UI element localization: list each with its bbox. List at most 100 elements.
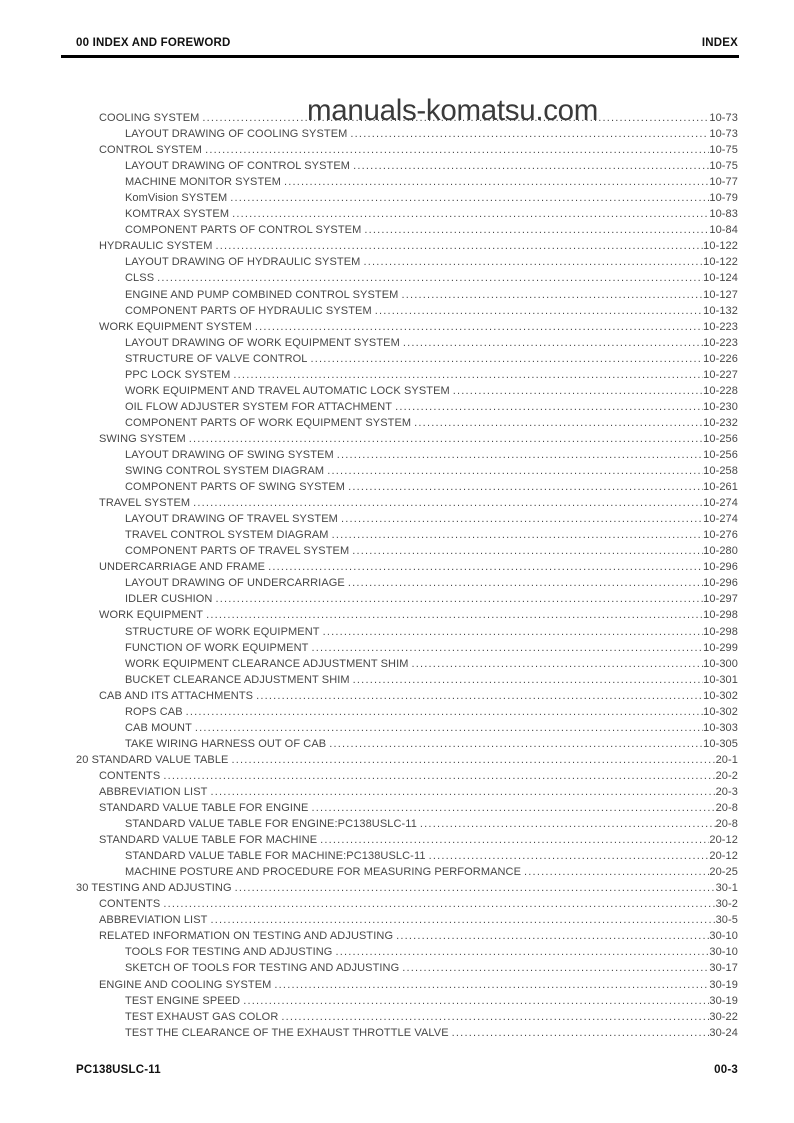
toc-entry-label: LAYOUT DRAWING OF CONTROL SYSTEM	[125, 160, 351, 173]
toc-entry: ENGINE AND PUMP COMBINED CONTROL SYSTEM.…	[76, 287, 738, 303]
toc-entry-page: 30-24	[709, 1026, 738, 1039]
toc-entry: KomVision SYSTEM........................…	[76, 190, 738, 206]
toc-entry: LAYOUT DRAWING OF COOLING SYSTEM........…	[76, 126, 738, 142]
toc-entry-label: ENGINE AND COOLING SYSTEM	[99, 978, 272, 991]
toc-entry-label: LAYOUT DRAWING OF COOLING SYSTEM	[125, 128, 348, 141]
toc-leader-dots: ........................................…	[188, 432, 704, 445]
toc-entry-label: SWING CONTROL SYSTEM DIAGRAM	[125, 465, 325, 478]
toc-entry-label: TRAVEL CONTROL SYSTEM DIAGRAM	[125, 529, 329, 542]
toc-entry-page: 10-301	[703, 673, 738, 686]
header-section-title: INDEX	[701, 37, 738, 49]
toc-entry-page: 10-280	[703, 545, 738, 558]
toc-entry-label: CONTENTS	[99, 769, 161, 782]
toc-entry-page: 10-226	[703, 352, 738, 365]
toc-entry: ABBREVIATION LIST.......................…	[76, 912, 738, 928]
toc-leader-dots: ........................................…	[233, 368, 703, 381]
toc-entry: RELATED INFORMATION ON TESTING AND ADJUS…	[76, 928, 738, 944]
toc-leader-dots: ........................................…	[364, 224, 710, 237]
toc-entry-page: 10-132	[703, 304, 738, 317]
toc-entry-label: ENGINE AND PUMP COMBINED CONTROL SYSTEM	[125, 288, 399, 301]
toc-entry: WORK EQUIPMENT AND TRAVEL AUTOMATIC LOCK…	[76, 383, 738, 399]
toc-entry-label: MACHINE MONITOR SYSTEM	[125, 176, 282, 189]
toc-entry-page: 10-223	[703, 336, 738, 349]
footer-page-number: 00-3	[714, 1064, 738, 1076]
toc-entry: LAYOUT DRAWING OF SWING SYSTEM..........…	[76, 447, 738, 463]
toc-entry-page: 10-77	[709, 176, 738, 189]
toc-entry: COMPONENT PARTS OF TRAVEL SYSTEM........…	[76, 543, 738, 559]
toc-entry: CLSS....................................…	[76, 270, 738, 286]
toc-leader-dots: ........................................…	[234, 882, 716, 895]
toc-entry-label: 30 TESTING AND ADJUSTING	[76, 882, 232, 895]
toc-entry-page: 20-1	[715, 753, 738, 766]
toc-entry-label: MACHINE POSTURE AND PROCEDURE FOR MEASUR…	[125, 866, 522, 879]
toc-entry-page: 30-2	[715, 898, 738, 911]
toc-entry: STRUCTURE OF WORK EQUIPMENT.............…	[76, 624, 738, 640]
toc-entry-label: WORK EQUIPMENT CLEARANCE ADJUSTMENT SHIM	[125, 657, 409, 670]
toc-leader-dots: ........................................…	[310, 352, 704, 365]
toc-leader-dots: ........................................…	[414, 416, 704, 429]
toc-leader-dots: ........................................…	[350, 128, 709, 141]
toc-entry-page: 10-302	[703, 689, 738, 702]
toc-entry-label: ABBREVIATION LIST	[99, 914, 208, 927]
toc-entry-label: TEST ENGINE SPEED	[125, 994, 241, 1007]
toc-entry-page: 10-303	[703, 721, 738, 734]
toc-entry-label: CONTROL SYSTEM	[99, 144, 203, 157]
toc-leader-dots: ........................................…	[284, 176, 710, 189]
toc-leader-dots: ........................................…	[347, 577, 703, 590]
toc-leader-dots: ........................................…	[157, 272, 703, 285]
toc-entry-page: 10-127	[703, 288, 738, 301]
toc-entry-page: 10-75	[709, 144, 738, 157]
toc-entry-page: 10-227	[703, 368, 738, 381]
toc-leader-dots: ........................................…	[352, 673, 703, 686]
toc-entry-page: 10-256	[703, 448, 738, 461]
toc-entry-label: TOOLS FOR TESTING AND ADJUSTING	[125, 946, 333, 959]
toc-entry-page: 10-276	[703, 529, 738, 542]
toc-entry-page: 10-296	[703, 577, 738, 590]
toc-leader-dots: ........................................…	[363, 256, 704, 269]
toc-leader-dots: ........................................…	[353, 160, 709, 173]
toc-leader-dots: ........................................…	[419, 818, 716, 831]
toc-entry-page: 20-2	[715, 769, 738, 782]
toc-leader-dots: ........................................…	[524, 866, 709, 879]
toc-entry-label: WORK EQUIPMENT SYSTEM	[99, 320, 252, 333]
toc-leader-dots: ........................................…	[411, 657, 704, 670]
toc-entry-page: 30-10	[709, 930, 738, 943]
toc-leader-dots: ........................................…	[210, 914, 715, 927]
toc-entry-page: 10-75	[709, 160, 738, 173]
toc-leader-dots: ........................................…	[402, 336, 703, 349]
toc-entry-label: KomVision SYSTEM	[125, 192, 228, 205]
toc-leader-dots: ........................................…	[311, 802, 716, 815]
toc-entry-label: TEST THE CLEARANCE OF THE EXHAUST THROTT…	[125, 1026, 449, 1039]
toc-leader-dots: ........................................…	[428, 850, 710, 863]
toc-entry: CONTROL SYSTEM..........................…	[76, 142, 738, 158]
toc-leader-dots: ........................................…	[331, 529, 704, 542]
toc-entry-page: 10-305	[703, 737, 738, 750]
toc-leader-dots: ........................................…	[335, 946, 709, 959]
toc-entry: OIL FLOW ADJUSTER SYSTEM FOR ATTACHMENT.…	[76, 399, 738, 415]
toc-entry-label: TAKE WIRING HARNESS OUT OF CAB	[125, 737, 327, 750]
toc-leader-dots: ........................................…	[395, 400, 703, 413]
toc-entry-label: LAYOUT DRAWING OF TRAVEL SYSTEM	[125, 513, 338, 526]
toc-entry-page: 30-19	[709, 978, 738, 991]
toc-entry-page: 30-19	[709, 994, 738, 1007]
toc-leader-dots: ........................................…	[193, 497, 703, 510]
toc-entry-label: HYDRAULIC SYSTEM	[99, 240, 213, 253]
toc-entry-page: 10-84	[709, 224, 738, 237]
toc-leader-dots: ........................................…	[329, 737, 703, 750]
toc-leader-dots: ........................................…	[163, 769, 716, 782]
toc-entry: IDLER CUSHION...........................…	[76, 591, 738, 607]
toc-entry: STANDARD VALUE TABLE FOR ENGINE.........…	[76, 800, 738, 816]
toc-entry-page: 10-258	[703, 465, 738, 478]
toc-entry-page: 10-256	[703, 432, 738, 445]
toc-entry-label: STRUCTURE OF WORK EQUIPMENT	[125, 625, 320, 638]
toc-entry-label: COMPONENT PARTS OF TRAVEL SYSTEM	[125, 545, 350, 558]
toc-entry-page: 10-296	[703, 561, 738, 574]
toc-entry: COMPONENT PARTS OF CONTROL SYSTEM.......…	[76, 222, 738, 238]
toc-entry-page: 10-274	[703, 513, 738, 526]
toc-leader-dots: ........................................…	[374, 304, 703, 317]
toc-leader-dots: ........................................…	[206, 609, 703, 622]
toc-leader-dots: ........................................…	[243, 994, 710, 1007]
toc-leader-dots: ........................................…	[281, 1010, 710, 1023]
toc-entry: MACHINE POSTURE AND PROCEDURE FOR MEASUR…	[76, 864, 738, 880]
toc-entry: 20 STANDARD VALUE TABLE.................…	[76, 752, 738, 768]
